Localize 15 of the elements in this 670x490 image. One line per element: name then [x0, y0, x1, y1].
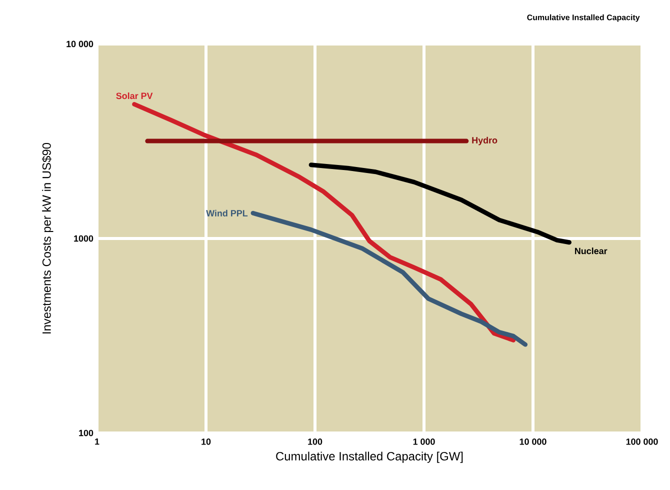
- series-label: Solar PV: [116, 92, 153, 100]
- x-tick-label: 100: [308, 438, 322, 445]
- x-tick-label: 1 000: [413, 438, 435, 445]
- x-tick-label: 10 000: [520, 438, 546, 445]
- series-label: Wind PPL: [206, 210, 248, 216]
- series-label: Nuclear: [575, 248, 608, 254]
- y-axis-title: Investments Costs per kW in US$90: [42, 142, 54, 334]
- x-tick-label: 10: [202, 438, 211, 445]
- x-tick-label: 1: [95, 438, 100, 445]
- series-label: Hydro: [472, 136, 498, 146]
- y-tick-label: 1000: [74, 235, 94, 242]
- x-axis-title: Cumulative Installed Capacity [GW]: [276, 452, 463, 463]
- y-tick-label: 100: [79, 430, 94, 436]
- x-tick-label: 100 000: [626, 438, 658, 445]
- y-tick-label: 10 000: [66, 40, 94, 48]
